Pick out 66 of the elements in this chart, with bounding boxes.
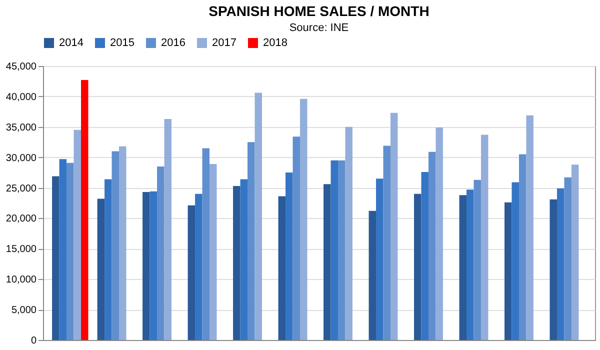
bar <box>512 182 519 340</box>
bar <box>248 142 255 340</box>
y-tick-label: 45,000 <box>6 62 37 72</box>
bar <box>571 164 579 340</box>
bar <box>164 118 172 340</box>
bar <box>324 184 331 340</box>
bar <box>428 152 436 340</box>
bar <box>390 112 398 340</box>
legend-label: 2015 <box>110 37 134 49</box>
bar <box>345 126 352 340</box>
bar <box>74 130 82 340</box>
legend-label: 2018 <box>263 37 288 49</box>
bar <box>104 179 112 340</box>
bar <box>97 198 105 340</box>
bar <box>150 191 158 340</box>
chart-title: SPANISH HOME SALES / MONTH <box>208 3 430 19</box>
bar <box>480 134 488 340</box>
legend-label: 2014 <box>59 37 84 49</box>
bar <box>459 195 466 340</box>
legend-label: 2016 <box>161 37 186 49</box>
y-tick-label: 25,000 <box>6 183 37 194</box>
bar <box>526 115 534 340</box>
bar <box>376 178 384 340</box>
y-tick-label: 10,000 <box>6 274 37 286</box>
bar <box>436 128 443 340</box>
bar <box>240 179 248 340</box>
y-tick-label: 15,000 <box>6 244 37 256</box>
bar <box>233 186 240 340</box>
y-tick-label: 30,000 <box>6 152 37 164</box>
bar <box>421 172 428 340</box>
bar <box>157 166 164 340</box>
y-tick-label: 20,000 <box>6 214 37 225</box>
bar <box>66 162 74 340</box>
y-tick-label: 40,000 <box>6 92 37 103</box>
legend-label: 2017 <box>212 37 236 49</box>
bar <box>188 205 196 340</box>
bar <box>564 177 572 340</box>
bar <box>550 199 557 340</box>
bar <box>292 136 300 340</box>
bar <box>474 180 481 340</box>
y-tick-label: 0 <box>30 336 37 346</box>
bar <box>59 159 67 340</box>
bar <box>278 196 286 340</box>
bar <box>330 160 338 340</box>
bar <box>414 194 422 340</box>
bar <box>300 98 308 340</box>
bar <box>142 192 150 340</box>
bar <box>52 176 60 340</box>
bar <box>338 160 346 340</box>
bar <box>210 164 217 340</box>
bar <box>286 172 293 340</box>
bar <box>112 151 120 340</box>
y-tick-label: 35,000 <box>6 122 37 134</box>
bar <box>504 202 512 340</box>
bar <box>195 194 202 340</box>
bar <box>368 210 376 340</box>
bar <box>556 188 564 340</box>
bar <box>466 190 474 340</box>
y-tick-label: 5,000 <box>11 305 37 316</box>
chart-subtitle: Source: INE <box>289 22 349 34</box>
bar <box>81 80 88 340</box>
bar <box>383 146 390 340</box>
bar <box>119 146 126 340</box>
bar <box>518 154 526 340</box>
bar <box>202 148 210 340</box>
bar <box>254 92 262 340</box>
